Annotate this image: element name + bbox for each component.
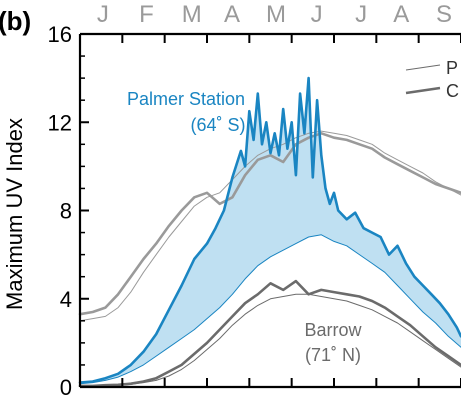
series-line-palmer-thick: [78, 76, 461, 384]
plot-area: [78, 76, 461, 388]
legend-label-c: C: [446, 81, 459, 101]
legend-thin-line: [405, 64, 441, 71]
legend: P C: [398, 57, 461, 101]
palmer-station-latitude: (64˚ S): [190, 115, 245, 135]
barrow-latitude: (71˚ N): [305, 345, 361, 365]
y-tick-label-4: 4: [60, 287, 72, 312]
y-tick-label-8: 8: [60, 199, 72, 224]
series-line-barrow-thick: [78, 279, 461, 388]
barrow-label: Barrow: [304, 320, 362, 340]
panel-label: (b): [0, 6, 31, 36]
legend-thick-line: [405, 86, 441, 95]
month-label: J: [355, 1, 367, 28]
month-label: A: [393, 1, 409, 28]
labels: (b) Maximum UV Index Palmer Station (64˚…: [0, 6, 363, 365]
palmer-station-label: Palmer Station: [127, 89, 245, 109]
month-label: M: [182, 1, 202, 28]
y-tick-label-16: 16: [48, 22, 72, 47]
series-line-palmer-thin: [79, 234, 461, 385]
month-label: J: [97, 1, 109, 28]
month-label: A: [224, 1, 240, 28]
y-tick-label-12: 12: [48, 110, 72, 135]
y-tick-label-0: 0: [60, 375, 72, 400]
series-line-barrow-thin: [79, 293, 461, 387]
month-label: F: [139, 1, 154, 28]
month-label: S: [436, 1, 452, 28]
legend-label-p: P: [446, 58, 458, 78]
palmer-shaded-region: [80, 78, 461, 384]
series-line-gray-thick: [78, 132, 461, 316]
month-label: M: [266, 1, 286, 28]
month-label: J: [311, 1, 323, 28]
y-axis-title: Maximum UV Index: [2, 118, 27, 310]
